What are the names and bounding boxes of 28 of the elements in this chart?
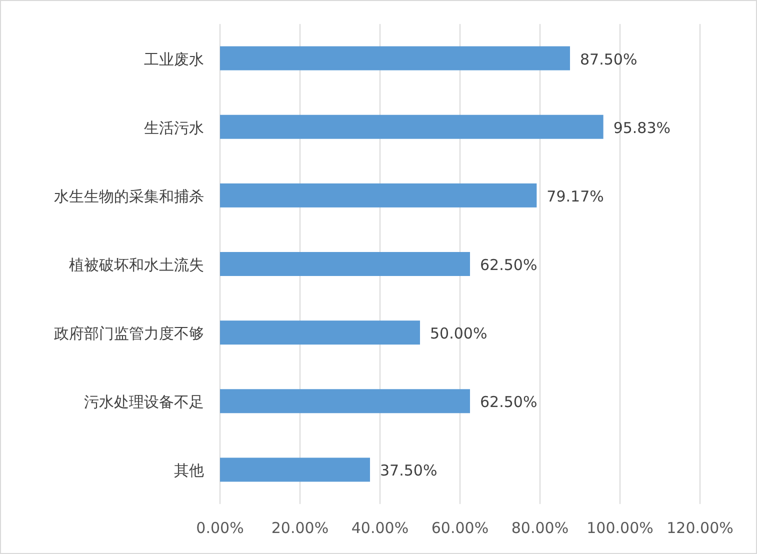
bar (220, 114, 604, 139)
x-tick-label: 80.00% (511, 519, 569, 537)
y-tick-label: 工业废水 (144, 50, 204, 68)
bar (220, 46, 570, 70)
data-label: 87.50% (580, 50, 638, 68)
bar (220, 183, 537, 208)
data-label: 79.17% (546, 187, 604, 206)
data-label: 50.00% (430, 324, 488, 343)
data-label: 62.50% (480, 256, 538, 274)
data-label: 37.50% (380, 462, 438, 480)
data-label: 95.83% (613, 118, 671, 137)
y-tick-label: 其他 (174, 462, 204, 480)
data-label: 62.50% (480, 393, 538, 412)
x-tick-label: 0.00% (196, 519, 244, 537)
y-tick-label: 水生生物的采集和捕杀 (54, 187, 204, 206)
y-tick-label: 生活污水 (144, 118, 204, 137)
y-tick-label: 污水处理设备不足 (84, 393, 204, 412)
x-tick-label: 120.00% (666, 519, 734, 537)
x-tick-label: 60.00% (431, 519, 489, 537)
x-tick-label: 40.00% (351, 519, 409, 537)
bar (220, 458, 370, 482)
y-tick-label: 政府部门监管力度不够 (54, 324, 204, 343)
bar (220, 252, 470, 276)
bar (220, 389, 470, 414)
bar (220, 320, 420, 345)
y-tick-label: 植被破坏和水土流失 (69, 256, 204, 274)
x-tick-label: 20.00% (271, 519, 329, 537)
x-tick-label: 100.00% (586, 519, 654, 537)
